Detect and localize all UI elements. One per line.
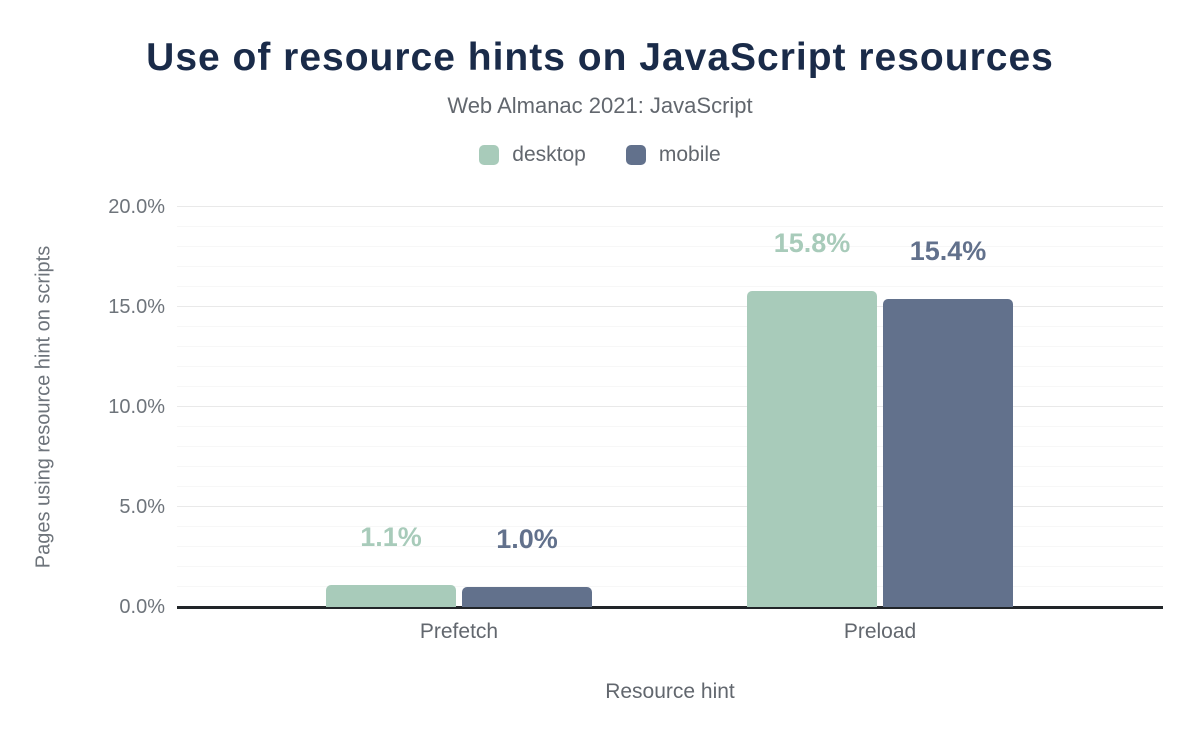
bar-desktop-preload[interactable]: [747, 291, 878, 607]
minor-gridline: [177, 446, 1163, 447]
minor-gridline: [177, 326, 1163, 327]
bar-desktop-prefetch[interactable]: [325, 585, 456, 607]
x-tick-label-prefetch: Prefetch: [419, 620, 499, 643]
chart-title: Use of resource hints on JavaScript reso…: [146, 36, 1054, 79]
value-label-mobile-preload: 15.4%: [909, 236, 987, 266]
y-tick-label: 10.0%: [108, 396, 165, 418]
minor-gridline: [177, 226, 1163, 227]
value-label-desktop-preload: 15.8%: [773, 228, 851, 258]
bar-mobile-prefetch[interactable]: [461, 587, 592, 607]
legend-label-desktop: desktop: [512, 143, 586, 166]
minor-gridline: [177, 526, 1163, 527]
minor-gridline: [177, 346, 1163, 347]
minor-gridline: [177, 266, 1163, 267]
plot-area: 1.1% 1.0% Prefetch 15.8% 15.4% Preload: [177, 206, 1163, 643]
y-axis-title: Pages using resource hint on scripts: [32, 245, 55, 569]
minor-gridline: [177, 246, 1163, 247]
y-axis-labels: 0.0% 5.0% 10.0% 15.0% 20.0%: [90, 196, 165, 618]
value-label-desktop-prefetch: 1.1%: [360, 522, 422, 552]
mobile-legend-swatch-icon: [625, 145, 646, 165]
legend: desktop mobile: [0, 143, 1200, 167]
major-gridline: [177, 306, 1163, 307]
legend-item-mobile[interactable]: mobile: [625, 143, 721, 167]
value-label-mobile-prefetch: 1.0%: [496, 524, 558, 554]
minor-gridline: [177, 546, 1163, 547]
y-tick-label: 15.0%: [108, 296, 165, 318]
y-tick-label: 20.0%: [108, 196, 165, 218]
minor-gridline: [177, 586, 1163, 587]
legend-item-desktop[interactable]: desktop: [479, 143, 586, 167]
minor-gridline: [177, 386, 1163, 387]
minor-gridline: [177, 566, 1163, 567]
x-tick-label-preload: Preload: [843, 620, 917, 643]
major-gridline: [177, 206, 1163, 207]
minor-gridline: [177, 426, 1163, 427]
minor-gridline: [177, 366, 1163, 367]
minor-gridline: [177, 486, 1163, 487]
y-tick-label: 5.0%: [119, 496, 165, 518]
bar-mobile-preload[interactable]: [883, 299, 1014, 607]
y-tick-label: 0.0%: [119, 596, 165, 618]
x-axis-line: [177, 606, 1163, 609]
minor-gridline: [177, 466, 1163, 467]
minor-gridline: [177, 286, 1163, 287]
x-axis-title: Resource hint: [605, 680, 735, 703]
chart-subtitle: Web Almanac 2021: JavaScript: [447, 93, 753, 118]
major-gridline: [177, 406, 1163, 407]
major-gridline: [177, 506, 1163, 507]
legend-label-mobile: mobile: [658, 143, 721, 166]
desktop-legend-swatch-icon: [479, 145, 500, 165]
